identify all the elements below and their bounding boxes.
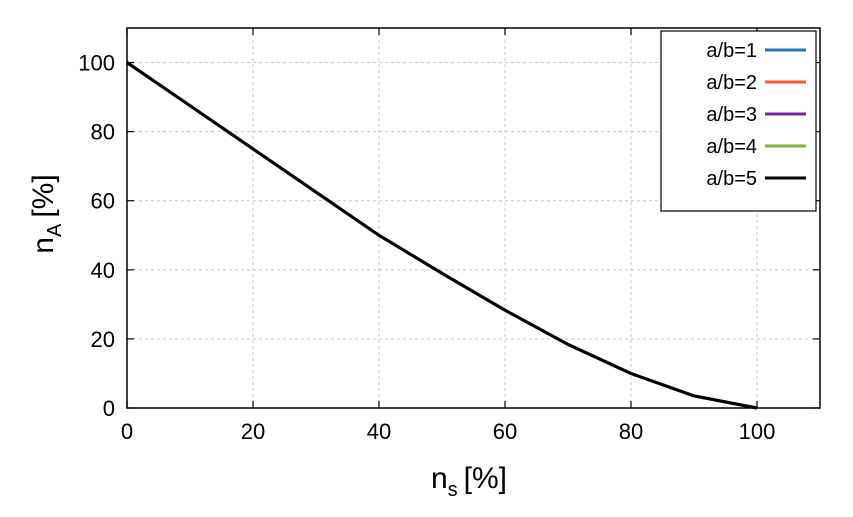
legend-item: a/b=2 <box>706 72 806 94</box>
axis-ticks: 0 20 40 60 80 100 0 20 40 60 80 100 <box>78 28 820 444</box>
y-axis-title: nA [%] <box>27 174 66 253</box>
x-tick-label: 40 <box>367 419 391 444</box>
y-axis-title-sub: A <box>44 223 66 237</box>
legend-label: a/b=1 <box>706 40 757 62</box>
x-axis-title: ns [%] <box>431 462 507 501</box>
legend-label: a/b=3 <box>706 104 757 126</box>
y-tick-label: 40 <box>91 258 115 283</box>
x-tick-label: 20 <box>241 419 265 444</box>
y-tick-label: 100 <box>78 51 115 76</box>
series-line-5 <box>126 61 758 410</box>
legend-label: a/b=2 <box>706 72 757 94</box>
legend-box <box>660 30 817 212</box>
x-tick-label: 100 <box>739 419 776 444</box>
series-lines <box>126 61 758 410</box>
x-axis-title-unit: [%] <box>464 462 507 495</box>
y-tick-label: 20 <box>91 327 115 352</box>
y-axis-title-unit: [%] <box>27 174 60 217</box>
x-tick-label: 60 <box>493 419 517 444</box>
y-tick-label: 60 <box>91 189 115 214</box>
legend-label: a/b=5 <box>706 168 757 190</box>
y-tick-label: 80 <box>91 120 115 145</box>
y-tick-label: 0 <box>103 396 115 421</box>
x-axis-title-main: n <box>431 462 448 495</box>
legend-item: a/b=3 <box>706 104 806 126</box>
x-tick-label: 0 <box>121 419 133 444</box>
legend-item: a/b=1 <box>706 40 806 62</box>
plot-frame <box>126 27 821 409</box>
x-tick-label: 80 <box>619 419 643 444</box>
legend-item: a/b=4 <box>706 136 806 158</box>
x-axis-title-sub: s <box>448 479 458 501</box>
legend-label: a/b=4 <box>706 136 757 158</box>
y-axis-title-main: n <box>27 237 60 254</box>
legend: a/b=1 a/b=2 a/b=3 a/b=4 a/b=5 <box>660 30 817 212</box>
legend-item: a/b=5 <box>706 168 806 190</box>
